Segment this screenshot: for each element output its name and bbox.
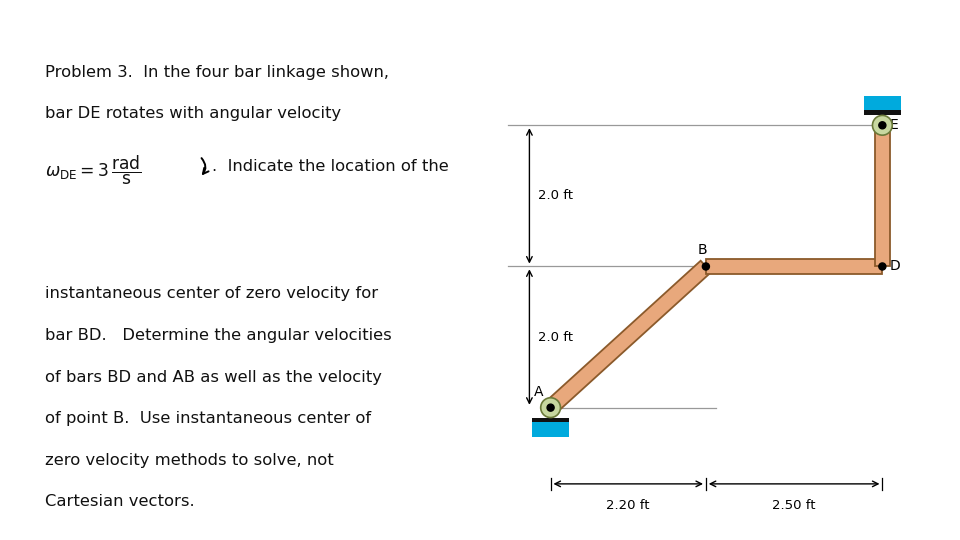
Text: of bars BD and AB as well as the velocity: of bars BD and AB as well as the velocit… <box>45 369 382 384</box>
Bar <box>532 417 569 437</box>
Text: bar DE rotates with angular velocity: bar DE rotates with angular velocity <box>45 106 341 122</box>
Polygon shape <box>706 259 882 274</box>
Bar <box>864 111 900 116</box>
Text: zero velocity methods to solve, not: zero velocity methods to solve, not <box>45 453 334 468</box>
Polygon shape <box>875 125 890 266</box>
Text: instantaneous center of zero velocity for: instantaneous center of zero velocity fo… <box>45 286 378 301</box>
Text: D: D <box>889 260 900 273</box>
Text: 2.0 ft: 2.0 ft <box>538 190 573 202</box>
Text: 2.20 ft: 2.20 ft <box>607 500 650 512</box>
Text: Cartesian vectors.: Cartesian vectors. <box>45 494 195 509</box>
Circle shape <box>540 398 561 417</box>
Bar <box>864 96 900 116</box>
Circle shape <box>547 404 554 411</box>
Text: 2.50 ft: 2.50 ft <box>773 500 816 512</box>
Text: of point B.  Use instantaneous center of: of point B. Use instantaneous center of <box>45 411 372 426</box>
Polygon shape <box>545 261 711 414</box>
Circle shape <box>878 122 886 129</box>
Circle shape <box>878 263 886 270</box>
Text: bar BD.   Determine the angular velocities: bar BD. Determine the angular velocities <box>45 328 392 343</box>
Text: B: B <box>698 244 708 257</box>
Text: A: A <box>534 385 543 399</box>
Circle shape <box>873 116 892 135</box>
Text: 2.0 ft: 2.0 ft <box>538 330 573 343</box>
Text: $\omega_{\mathrm{DE}} = 3\,\dfrac{\mathrm{rad}}{\mathrm{s}}$: $\omega_{\mathrm{DE}} = 3\,\dfrac{\mathr… <box>45 153 142 187</box>
Text: Problem 3.  In the four bar linkage shown,: Problem 3. In the four bar linkage shown… <box>45 65 389 80</box>
Bar <box>532 417 569 422</box>
Text: .  Indicate the location of the: . Indicate the location of the <box>212 159 449 174</box>
Circle shape <box>703 263 709 270</box>
Text: E: E <box>889 118 899 132</box>
